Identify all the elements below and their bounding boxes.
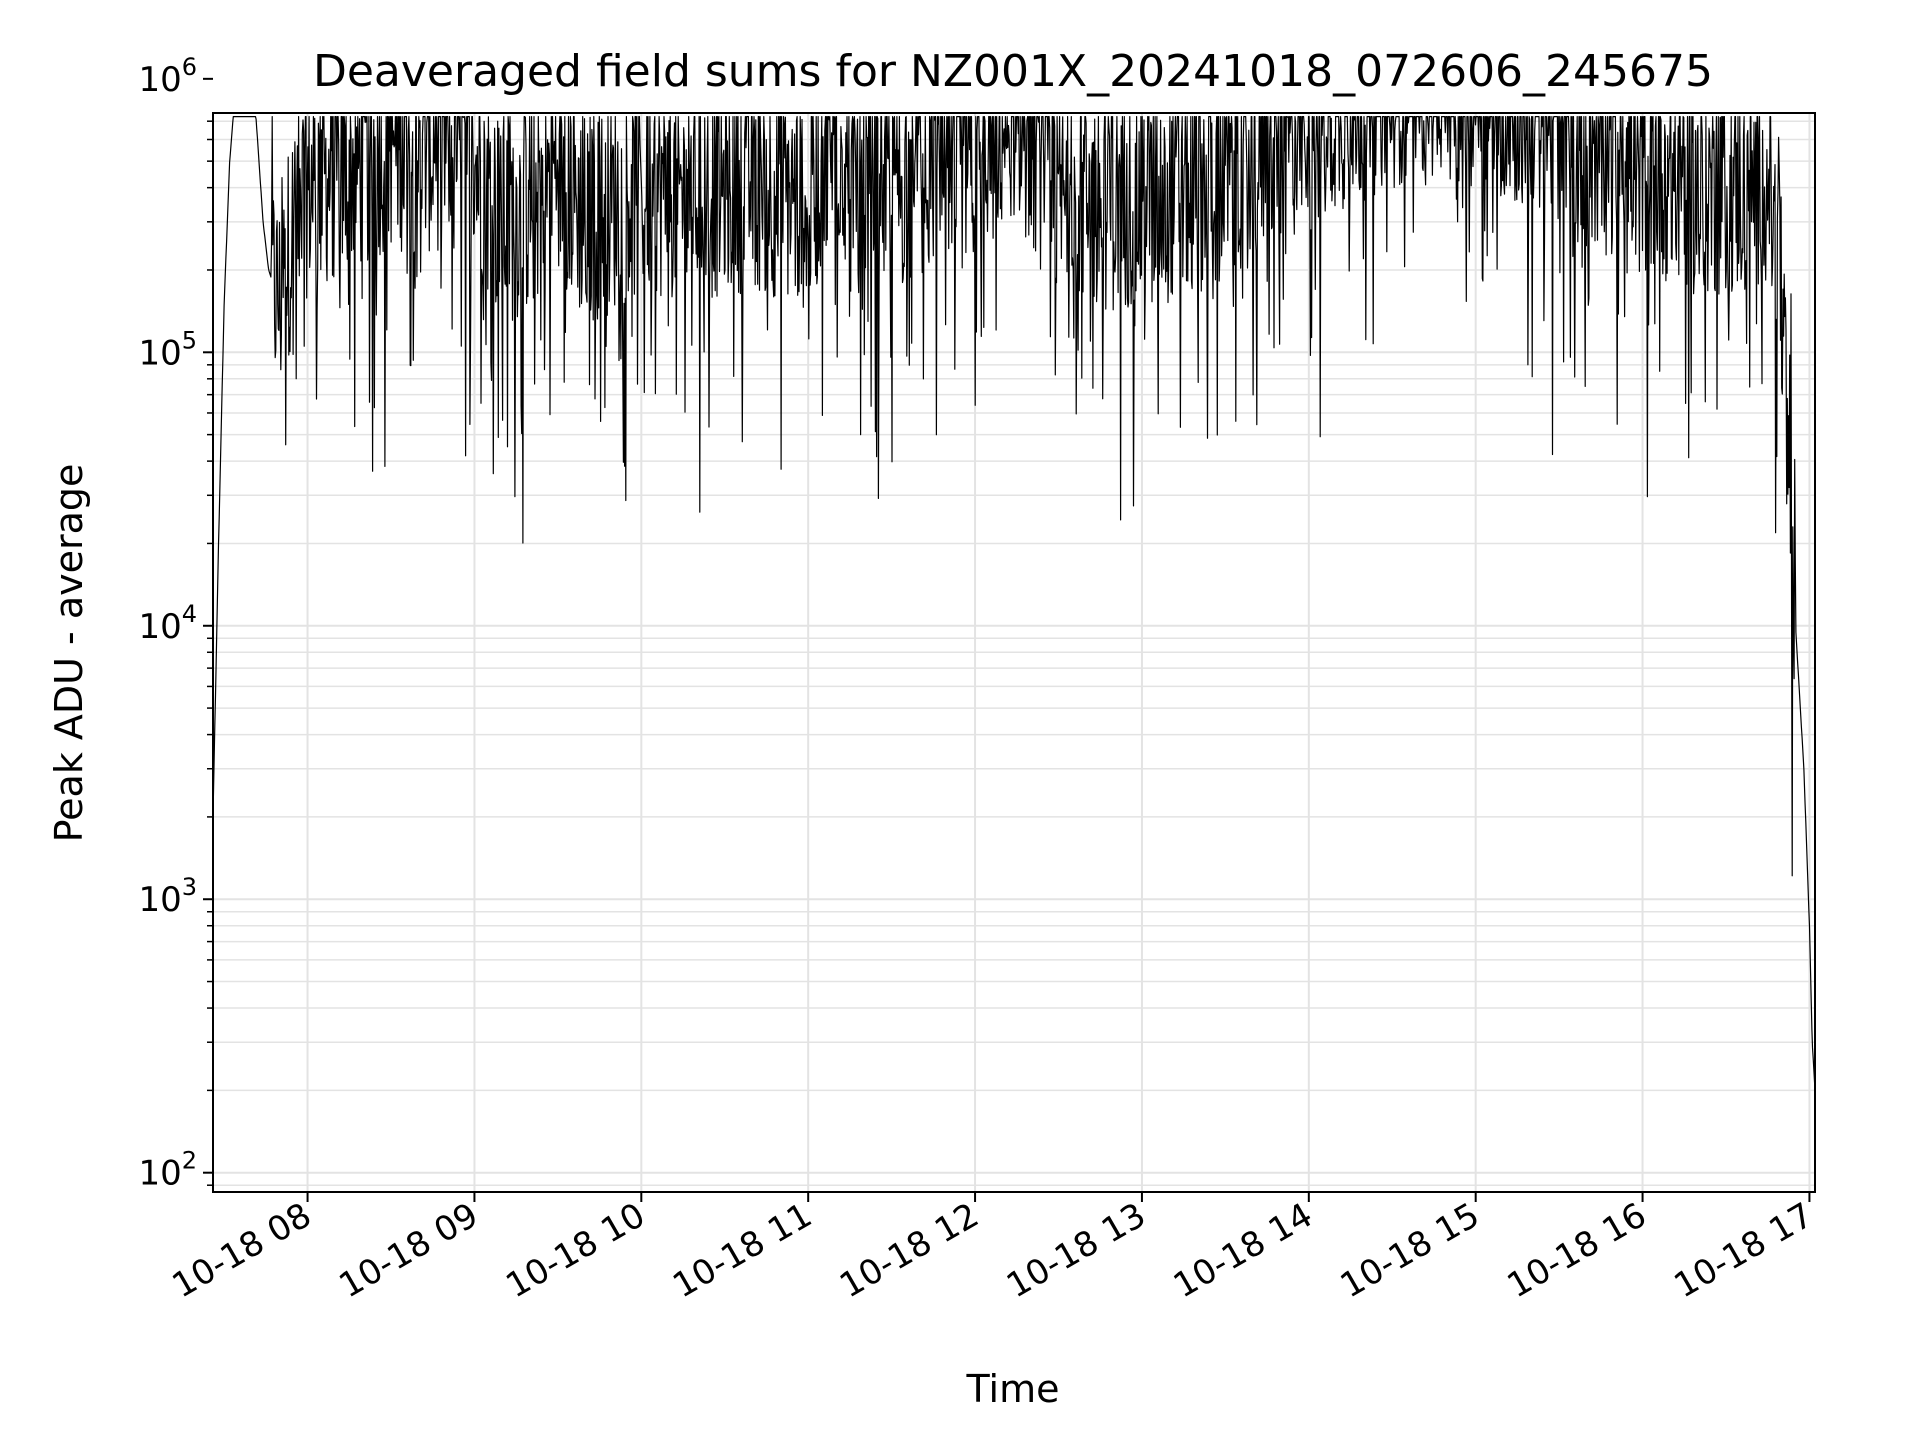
x-tick-label: 10-18 15: [1334, 1195, 1486, 1306]
x-tick-label: 10-18 14: [1167, 1195, 1319, 1306]
grid: [213, 113, 1815, 1192]
series-group: [212, 116, 1816, 1091]
x-tick-label: 10-18 11: [666, 1195, 818, 1306]
y-axis: 102 103 104 105 106: [138, 53, 213, 1194]
x-tick-label: 10-18 17: [1668, 1195, 1820, 1306]
y-tick-label: 106: [138, 53, 197, 100]
x-tick-label: 10-18 12: [833, 1195, 985, 1306]
chart-title: Deaveraged field sums for NZ001X_2024101…: [313, 46, 1713, 97]
y-tick-label: 103: [138, 873, 197, 920]
x-tick-label: 10-18 08: [166, 1195, 318, 1306]
series-line: [212, 116, 1816, 1091]
x-axis-label: Time: [966, 1367, 1060, 1411]
y-axis-label: Peak ADU - average: [47, 464, 91, 843]
x-tick-label: 10-18 09: [333, 1195, 485, 1306]
y-tick-label: 102: [138, 1147, 197, 1194]
y-tick-label: 105: [138, 326, 197, 373]
y-tick-label: 104: [138, 600, 197, 647]
x-axis: 10-18 08 10-18 09 10-18 10 10-18 11 10-18 12…: [166, 1192, 1820, 1306]
x-tick-label: 10-18 16: [1501, 1195, 1653, 1306]
x-tick-label: 10-18 13: [1000, 1195, 1152, 1306]
x-tick-label: 10-18 10: [499, 1195, 651, 1306]
